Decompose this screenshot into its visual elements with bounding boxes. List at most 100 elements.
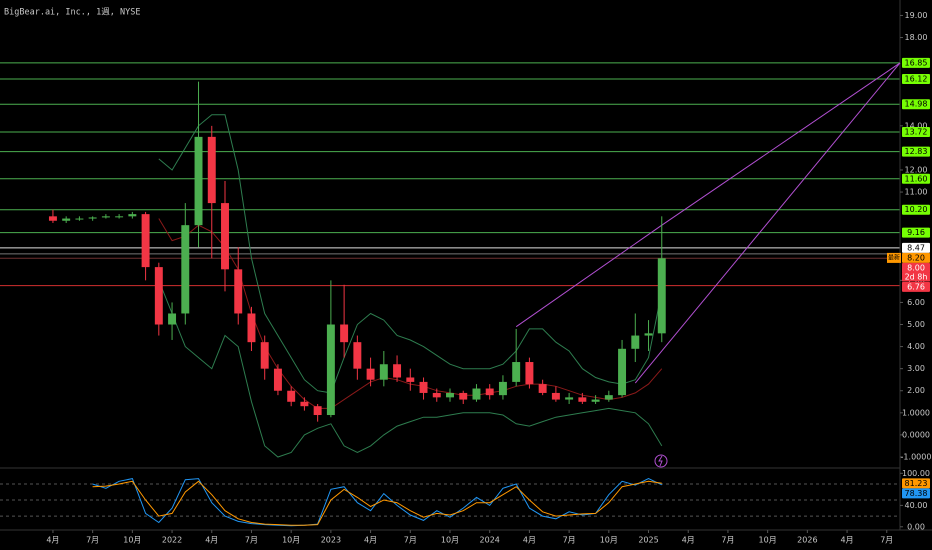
stoch-tag: 78.38 <box>905 489 928 498</box>
candle-body <box>512 362 521 382</box>
x-tick-label: 4月 <box>364 536 377 545</box>
y-tick-label: 12.00 <box>905 165 928 174</box>
candle-body <box>181 225 190 314</box>
level-tag-bg <box>902 173 930 184</box>
candle-body <box>340 324 349 343</box>
candle-body <box>48 216 57 221</box>
level-tag: 8.47 <box>907 243 925 252</box>
y-tick-label: 0.00 <box>907 522 925 531</box>
candle-body <box>551 392 560 400</box>
level-tag-bg <box>902 242 930 253</box>
level-tag: 11.60 <box>905 174 928 183</box>
alert-icon[interactable] <box>654 454 668 468</box>
candle-body <box>234 269 243 314</box>
candle-body <box>631 335 640 349</box>
y-tick-label: 0.0000 <box>902 430 930 439</box>
candle-body <box>604 395 613 400</box>
candle-body <box>657 258 666 334</box>
candle-body <box>221 203 229 270</box>
x-tick-label: 7月 <box>245 536 258 545</box>
level-tag: 12.83 <box>905 147 928 156</box>
level-tag: 16.85 <box>905 58 928 67</box>
x-tick-label: 4月 <box>841 536 854 545</box>
x-tick-label: 10月 <box>600 536 618 545</box>
level-tag: 16.12 <box>905 75 928 84</box>
x-tick-label: 10月 <box>759 536 777 545</box>
x-tick-label: 4月 <box>523 536 536 545</box>
y-tick-label: 5.00 <box>907 320 925 329</box>
candle-body <box>168 313 177 325</box>
candle-body <box>101 216 110 218</box>
candle-body <box>538 384 547 393</box>
trendline <box>634 62 901 384</box>
x-tick-label: 7月 <box>86 536 99 545</box>
y-tick-label: 2.00 <box>907 386 925 395</box>
y-tick-label: 100.00 <box>902 469 930 478</box>
candle-body <box>326 324 335 416</box>
x-tick-label: 7月 <box>563 536 576 545</box>
x-tick-label: 10月 <box>282 536 300 545</box>
candle-body <box>115 216 124 218</box>
y-tick-label: -1.0000 <box>901 452 932 461</box>
y-tick-label: 3.00 <box>907 364 925 373</box>
x-tick-label: 2025 <box>638 536 658 545</box>
level-tag: 6.76 <box>907 282 925 291</box>
candle-body <box>644 333 653 336</box>
y-tick-label: 40.00 <box>905 501 928 510</box>
x-tick-label: 4月 <box>46 536 59 545</box>
candle-body <box>207 136 216 204</box>
level-tag-bg <box>902 57 930 68</box>
stoch-line <box>92 480 662 526</box>
candle-body <box>525 362 534 385</box>
x-tick-label: 2022 <box>162 536 182 545</box>
candle-body <box>313 406 322 416</box>
candle-body <box>406 377 415 382</box>
level-tag-bg <box>902 262 930 273</box>
x-tick-label: 7月 <box>880 536 893 545</box>
level-tag-bg <box>902 146 930 157</box>
candle-body <box>128 214 137 217</box>
candle-body <box>578 397 587 402</box>
y-tick-label: 14.00 <box>905 121 928 130</box>
countdown: 2d 8h <box>905 272 928 281</box>
countdown-bg <box>902 272 930 282</box>
x-tick-label: 10月 <box>441 536 459 545</box>
band-upper <box>158 114 663 394</box>
candle-body <box>366 368 375 380</box>
level-tag-bg <box>902 74 930 85</box>
level-tag: 8.20 <box>907 253 925 262</box>
x-tick-label: 4月 <box>682 536 695 545</box>
candle-body <box>498 381 507 396</box>
stoch-tag-bg <box>902 478 930 489</box>
candle-body <box>247 313 256 343</box>
candle-body <box>459 392 468 400</box>
candle-body <box>88 217 97 219</box>
level-tag: 10.20 <box>905 205 928 214</box>
y-tick-label: 19.00 <box>905 11 928 20</box>
x-tick-label: 2023 <box>321 536 341 545</box>
candle-body <box>154 267 163 325</box>
candle-body <box>618 348 627 396</box>
candle-body <box>432 392 441 398</box>
stoch-tag-bg <box>902 488 930 499</box>
stoch-tag: 81.23 <box>905 479 928 488</box>
x-tick-label: 2026 <box>797 536 817 545</box>
candle-body <box>565 397 574 400</box>
candle-body <box>379 364 388 380</box>
x-tick-label: 2024 <box>480 536 500 545</box>
candle-body <box>141 214 150 268</box>
last-tag: 最新 <box>888 253 900 261</box>
alert-bolt <box>658 455 663 467</box>
level-tag-bg <box>902 127 930 138</box>
candle-body <box>300 401 309 407</box>
x-tick-label: 7月 <box>404 536 417 545</box>
y-tick-label: 18.00 <box>905 33 928 42</box>
candle-body <box>393 364 402 378</box>
candle-body <box>260 342 269 369</box>
candle-body <box>591 399 600 402</box>
candle-body <box>75 218 84 220</box>
candle-body <box>472 388 481 400</box>
trendline <box>515 62 901 328</box>
